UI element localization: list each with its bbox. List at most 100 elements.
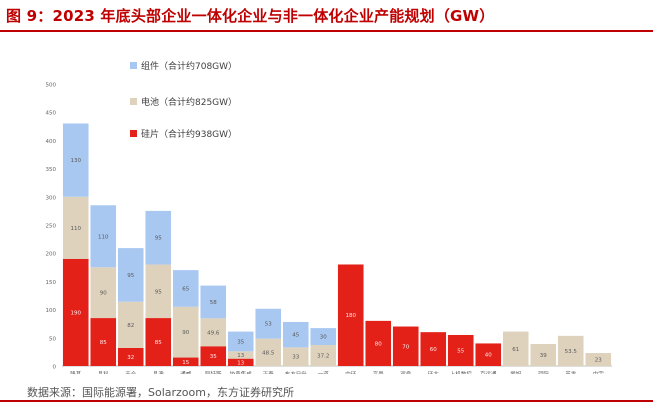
x-tick-label: 爱旭 xyxy=(510,370,522,374)
legend-swatch xyxy=(130,98,137,105)
legend-swatch xyxy=(130,62,137,69)
data-label: 23 xyxy=(595,358,602,364)
bar-segment xyxy=(227,351,254,359)
y-tick-label: 450 xyxy=(46,111,57,117)
bar-segment xyxy=(62,123,89,197)
footer-divider xyxy=(0,400,653,402)
data-label: 13 xyxy=(237,360,244,366)
legend-label: 组件（合计约708GW） xyxy=(141,60,237,72)
x-tick-label: 润阳 xyxy=(538,370,549,374)
y-tick-label: 100 xyxy=(46,308,57,314)
y-tick-label: 50 xyxy=(49,336,56,342)
bar-segment xyxy=(337,264,364,366)
bar-segment xyxy=(200,346,227,366)
data-label: 95 xyxy=(155,289,162,295)
bar-segment xyxy=(420,332,447,366)
x-tick-label: 通威 xyxy=(180,370,192,374)
data-label: 35 xyxy=(210,354,217,360)
bar-segment xyxy=(200,318,227,347)
x-tick-label: 东方日升 xyxy=(285,370,308,374)
data-label: 30 xyxy=(320,335,327,341)
x-tick-label: 天合 xyxy=(125,370,137,374)
bar-segment xyxy=(585,353,612,366)
data-label: 110 xyxy=(98,234,109,240)
bar-segment xyxy=(62,196,89,259)
data-label: 65 xyxy=(182,286,189,292)
y-tick-label: 300 xyxy=(46,195,57,201)
bar-segment xyxy=(117,301,144,348)
x-tick-label: 正泰 xyxy=(263,370,275,374)
legend-label: 硅片（合计约938GW） xyxy=(141,128,237,140)
bar-segment xyxy=(172,270,199,307)
data-label: 61 xyxy=(512,347,519,353)
data-label: 110 xyxy=(71,226,82,232)
data-label: 85 xyxy=(155,340,162,346)
data-label: 130 xyxy=(71,158,82,164)
bar-segment xyxy=(90,205,117,268)
x-tick-label: 双良 xyxy=(400,370,412,374)
y-tick-label: 200 xyxy=(46,252,57,258)
data-label: 80 xyxy=(375,341,382,347)
bar-segment xyxy=(365,320,392,366)
x-tick-label: 环太 xyxy=(428,370,440,374)
data-label: 53.5 xyxy=(565,349,578,355)
data-label: 60 xyxy=(430,347,437,353)
bar-segment xyxy=(310,328,337,346)
bar-segment xyxy=(502,331,529,366)
data-label: 90 xyxy=(182,330,189,336)
x-tick-label: 晶澳 xyxy=(153,370,165,374)
bar-segment xyxy=(282,322,309,348)
x-tick-label: 上机数控 xyxy=(450,370,473,374)
title-divider xyxy=(0,30,653,32)
bar-segment xyxy=(282,347,309,366)
data-label: 45 xyxy=(292,333,299,339)
bar-segment xyxy=(145,264,172,319)
bar-segment xyxy=(172,357,199,366)
bar-segment xyxy=(90,318,117,366)
data-label: 85 xyxy=(100,340,107,346)
y-tick-label: 350 xyxy=(46,167,57,173)
x-tick-label: 高景 xyxy=(373,370,385,374)
x-tick-label: 隆基 xyxy=(70,370,82,374)
bar-segment xyxy=(530,344,557,366)
data-label: 95 xyxy=(127,273,134,279)
bar-segment xyxy=(200,285,227,319)
x-tick-label: 晶科 xyxy=(98,370,110,374)
x-tick-label: 一道 xyxy=(318,370,330,374)
data-label: 33 xyxy=(292,355,299,361)
data-label: 55 xyxy=(457,348,464,354)
bar-segment xyxy=(117,347,144,366)
data-label: 40 xyxy=(485,353,492,359)
legend-swatch xyxy=(130,130,137,137)
x-tick-label: 阿特斯 xyxy=(205,370,222,374)
bar-segment xyxy=(145,318,172,366)
bar-segment xyxy=(172,306,199,358)
legend-label: 电池（合计约825GW） xyxy=(141,96,237,108)
data-label: 15 xyxy=(182,360,189,366)
bar-segment xyxy=(447,334,474,366)
y-tick-label: 0 xyxy=(53,365,57,371)
data-label: 82 xyxy=(127,323,134,329)
data-label: 48.5 xyxy=(262,350,275,356)
x-tick-label: 协鑫集成 xyxy=(230,370,253,374)
bar-segment xyxy=(557,335,584,366)
bar-segment xyxy=(255,338,282,366)
bar-segment xyxy=(145,210,172,265)
y-tick-label: 150 xyxy=(46,280,57,286)
data-label: 180 xyxy=(346,313,357,319)
bar-segment xyxy=(227,331,254,352)
bar-segment xyxy=(117,248,144,302)
y-tick-label: 400 xyxy=(46,139,57,145)
bar-segment xyxy=(90,267,117,319)
data-label: 35 xyxy=(237,339,244,345)
data-label: 39 xyxy=(540,353,547,359)
data-label: 58 xyxy=(210,300,217,306)
bar-segment xyxy=(310,345,337,366)
data-label: 49.6 xyxy=(207,330,220,336)
bar-segment xyxy=(227,358,254,366)
data-label: 53 xyxy=(265,322,272,328)
bar-segment xyxy=(475,343,502,366)
data-label: 13 xyxy=(237,353,244,359)
data-label: 37.2 xyxy=(317,354,329,360)
x-tick-label: 京运通 xyxy=(480,370,497,374)
